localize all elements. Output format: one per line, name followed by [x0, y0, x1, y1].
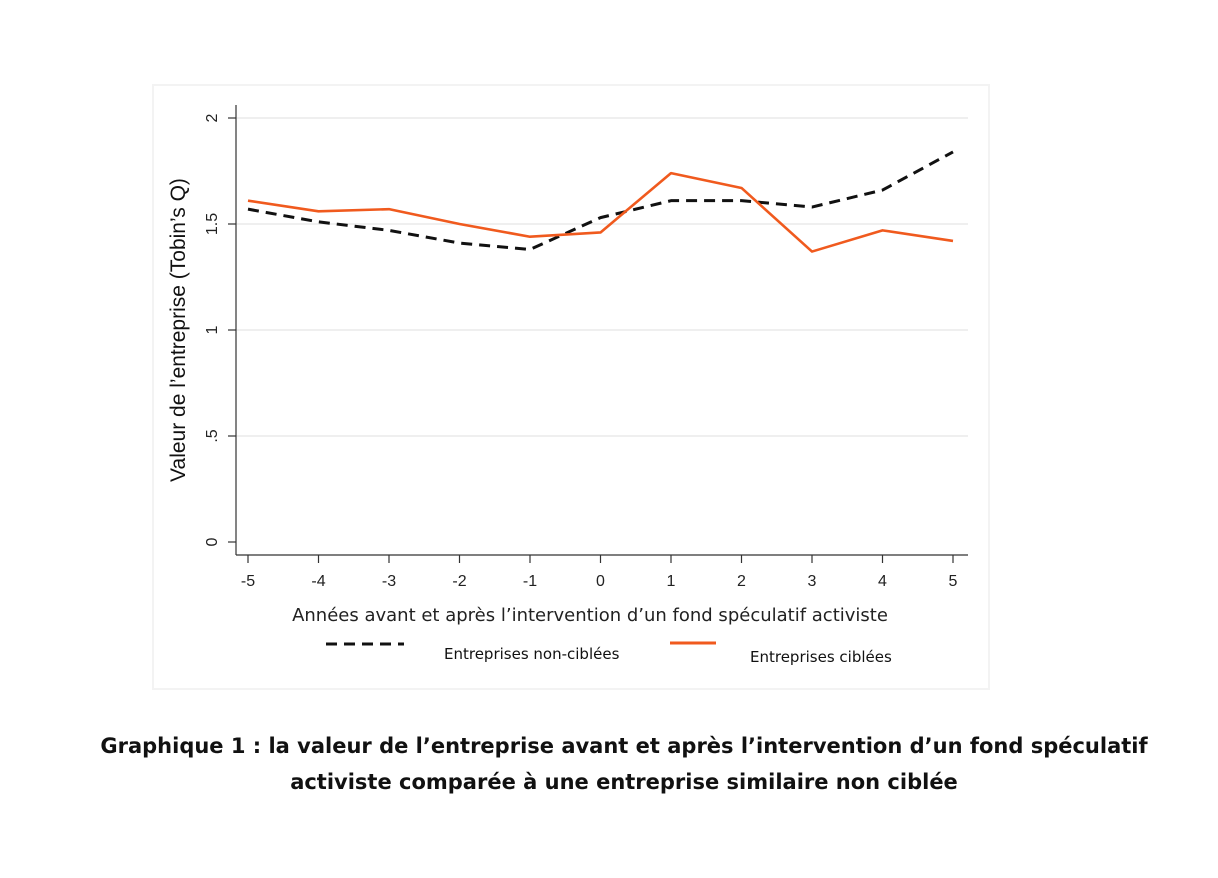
legend-label-targeted: Entreprises ciblées [750, 648, 892, 666]
caption-line-1: Graphique 1 : la valeur de l’entreprise … [100, 734, 1148, 758]
x-tick-label: -1 [523, 573, 537, 590]
y-tick-label: .5 [204, 429, 221, 442]
line-chart: 0 .5 1 1.5 2 -5 -4 -3 -2 -1 0 1 2 3 4 5 Valeur de l’entr… [167, 105, 970, 666]
x-tick-label: 2 [737, 573, 746, 590]
y-axis-label: Valeur de l’entreprise (Tobin’s Q) [167, 178, 190, 482]
caption-line-2: activiste comparée à une entreprise simi… [290, 770, 958, 794]
x-tick-label: -5 [241, 573, 255, 590]
x-tick-label: -4 [311, 573, 325, 590]
y-tick-label: 1 [204, 325, 221, 334]
chart-frame [152, 84, 990, 690]
x-tick-label: 3 [808, 573, 817, 590]
y-tick-label: 2 [204, 113, 221, 122]
x-tick-label: -2 [452, 573, 466, 590]
x-tick-label: -3 [382, 573, 396, 590]
x-tick-label: 5 [949, 573, 958, 590]
y-tick-label: 1.5 [204, 213, 221, 235]
legend-label-non-targeted: Entreprises non-ciblées [444, 645, 620, 663]
y-tick-label: 0 [204, 537, 221, 546]
x-tick-label: 0 [596, 573, 605, 590]
x-tick-label: 1 [667, 573, 676, 590]
x-tick-label: 4 [878, 573, 887, 590]
x-axis-label: Années avant et après l’intervention d’u… [292, 605, 888, 626]
